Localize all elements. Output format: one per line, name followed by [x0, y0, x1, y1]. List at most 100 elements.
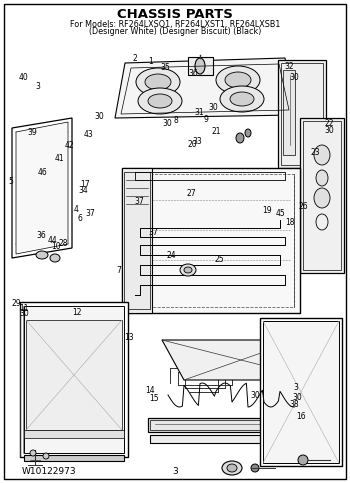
Text: 35: 35: [160, 63, 170, 72]
Text: 24: 24: [167, 252, 176, 260]
Text: 34: 34: [78, 186, 88, 195]
Text: 37: 37: [148, 228, 158, 237]
Bar: [148, 418, 308, 432]
Text: 4: 4: [74, 205, 79, 213]
Bar: [24, 455, 124, 461]
Ellipse shape: [220, 86, 264, 112]
Text: 30: 30: [209, 103, 218, 112]
Text: 22: 22: [325, 119, 335, 128]
Ellipse shape: [138, 88, 182, 114]
Text: CHASSIS PARTS: CHASSIS PARTS: [117, 8, 233, 20]
Text: 40: 40: [19, 73, 29, 82]
Text: 15: 15: [149, 394, 159, 403]
Ellipse shape: [225, 72, 251, 88]
Text: 30: 30: [162, 119, 172, 128]
Text: 21: 21: [211, 127, 221, 136]
Text: 30: 30: [19, 310, 29, 318]
Ellipse shape: [136, 68, 180, 96]
Ellipse shape: [43, 453, 49, 459]
Text: 6: 6: [77, 214, 82, 223]
Text: 8: 8: [173, 116, 178, 125]
Text: 31: 31: [194, 108, 204, 116]
Text: 36: 36: [36, 231, 46, 240]
Polygon shape: [115, 58, 295, 118]
Text: 3: 3: [293, 383, 298, 392]
Ellipse shape: [251, 464, 259, 472]
Polygon shape: [162, 340, 320, 380]
Text: 32: 32: [284, 62, 294, 71]
Text: 18: 18: [285, 218, 295, 227]
Ellipse shape: [298, 455, 308, 465]
Ellipse shape: [184, 267, 192, 273]
Text: 45: 45: [275, 209, 285, 218]
Text: 42: 42: [64, 142, 74, 150]
Text: 23: 23: [311, 148, 321, 156]
Bar: [303, 121, 341, 270]
Text: 38: 38: [290, 400, 300, 409]
Text: For Models: RF264LXSQ1, RF264LXST1, RF264LXSB1: For Models: RF264LXSQ1, RF264LXST1, RF26…: [70, 19, 280, 28]
Text: 16: 16: [296, 412, 306, 421]
Text: 30: 30: [95, 113, 105, 121]
Text: 37: 37: [134, 198, 144, 206]
Bar: [26, 320, 122, 430]
Text: 3: 3: [172, 468, 178, 477]
Text: 39: 39: [27, 128, 37, 137]
Text: 26: 26: [299, 202, 309, 211]
Text: 2: 2: [132, 55, 137, 63]
Bar: [260, 318, 342, 466]
Ellipse shape: [30, 450, 36, 456]
Text: 25: 25: [215, 256, 225, 264]
Bar: [122, 168, 300, 313]
Text: 43: 43: [83, 130, 93, 139]
Ellipse shape: [245, 129, 251, 137]
Text: 30: 30: [250, 391, 260, 399]
Bar: [188, 57, 213, 75]
Text: (Designer White) (Designer Biscuit) (Black): (Designer White) (Designer Biscuit) (Bla…: [89, 27, 261, 35]
Ellipse shape: [316, 170, 328, 186]
Text: 1: 1: [148, 57, 153, 66]
Text: 11: 11: [19, 304, 29, 313]
Bar: [281, 63, 323, 165]
Text: 17: 17: [80, 180, 90, 189]
Ellipse shape: [314, 188, 330, 208]
Bar: [283, 70, 295, 155]
Text: 30: 30: [293, 393, 302, 401]
Ellipse shape: [180, 264, 196, 276]
Text: 29: 29: [12, 299, 22, 308]
Bar: [128, 174, 294, 307]
Text: 30: 30: [290, 73, 300, 82]
Text: 3: 3: [35, 83, 40, 91]
Bar: [150, 420, 306, 430]
Polygon shape: [12, 118, 72, 258]
Bar: [122, 168, 152, 313]
Bar: [278, 60, 326, 168]
Text: 12: 12: [72, 309, 82, 317]
Text: 33: 33: [193, 137, 203, 145]
Ellipse shape: [230, 92, 254, 106]
Text: 44: 44: [48, 236, 57, 245]
Ellipse shape: [216, 66, 260, 94]
Polygon shape: [16, 122, 68, 254]
Text: 20: 20: [188, 141, 197, 149]
Text: 9: 9: [203, 115, 208, 124]
Bar: [263, 321, 339, 463]
Text: 19: 19: [262, 206, 272, 214]
Bar: [20, 302, 128, 457]
Text: 36: 36: [188, 69, 198, 78]
Text: 28: 28: [58, 240, 68, 248]
Ellipse shape: [145, 74, 171, 90]
Text: 5: 5: [9, 177, 14, 185]
Ellipse shape: [148, 94, 172, 108]
Ellipse shape: [36, 251, 48, 259]
Ellipse shape: [222, 461, 242, 475]
Text: 14: 14: [146, 386, 155, 395]
Text: 37: 37: [85, 209, 95, 218]
Text: 46: 46: [38, 169, 48, 177]
Text: W10122973: W10122973: [22, 468, 77, 477]
Ellipse shape: [236, 133, 244, 143]
Text: 27: 27: [187, 189, 197, 198]
Text: 7: 7: [116, 266, 121, 275]
Text: 10: 10: [51, 242, 61, 251]
Text: 13: 13: [124, 333, 134, 341]
Bar: [24, 430, 124, 438]
